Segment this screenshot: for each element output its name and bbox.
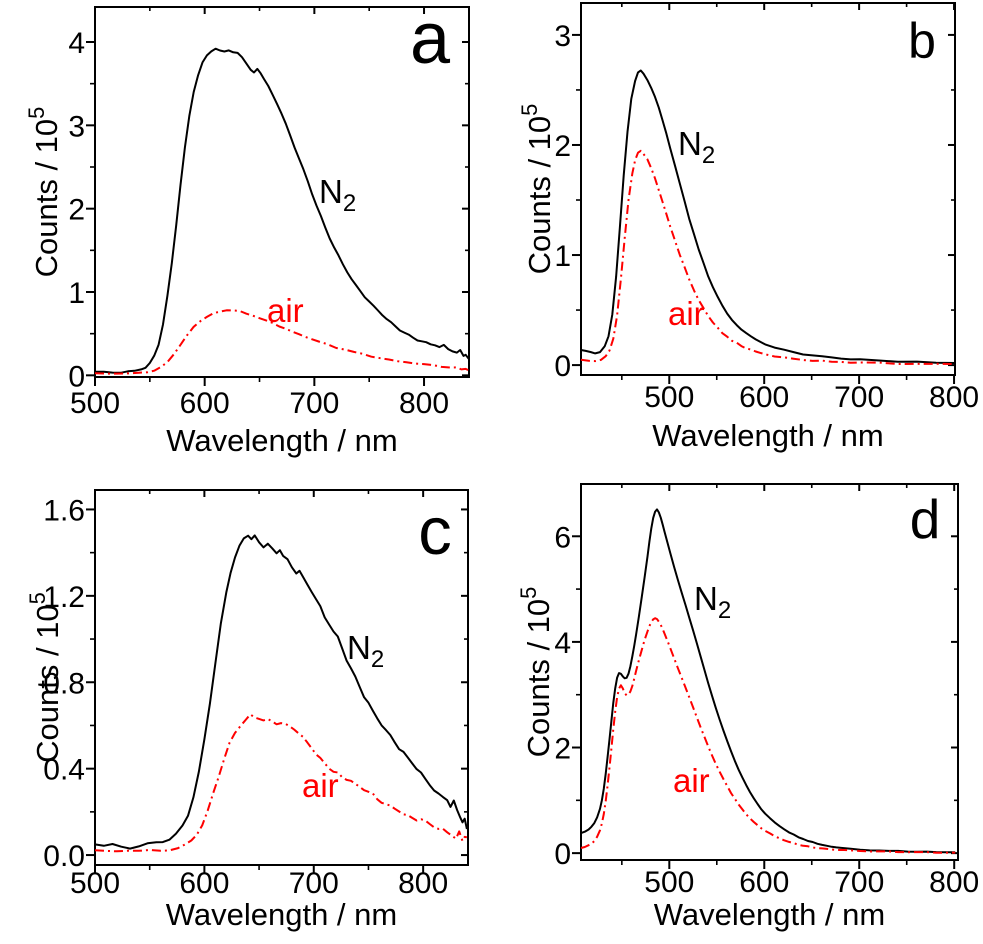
x-tick-label: 500 xyxy=(644,866,694,899)
annotation-n2: N2 xyxy=(678,125,715,169)
x-tick-label: 600 xyxy=(180,387,230,420)
annotation-n2: N2 xyxy=(694,580,731,624)
x-tick-label: 500 xyxy=(70,867,120,900)
y-tick-label: 1.2 xyxy=(43,581,85,614)
x-axis-title: Wavelength / nm xyxy=(654,897,885,932)
y-tick-label: 4 xyxy=(554,627,571,660)
panel-b: 500 600 700 800 0 1 2 3 Wavelength / nm Counts / … xyxy=(491,0,983,472)
series-air-curve xyxy=(94,713,468,853)
x-tick-label: 700 xyxy=(289,387,339,420)
y-tick-label: 6 xyxy=(554,521,571,554)
y-axis-title: Counts / 105 xyxy=(24,107,64,278)
y-tick-label: 0 xyxy=(68,360,85,393)
panel-letter-d: d xyxy=(910,488,941,550)
y-tick-label: 2 xyxy=(68,194,85,227)
series-air-curve xyxy=(580,617,956,854)
panel-d: 500 600 700 800 0 2 4 6 Wavelength / nm Counts / … xyxy=(491,472,983,944)
plot-frame xyxy=(94,489,469,866)
annotation-n2: N2 xyxy=(347,629,384,673)
y-tick-label: 0.8 xyxy=(43,667,85,700)
y-tick-label: 1.6 xyxy=(43,494,85,527)
plot-frame xyxy=(580,2,956,376)
annotation-air: air xyxy=(668,295,705,332)
series-n2-curve xyxy=(580,508,956,854)
y-tick-label: 2 xyxy=(554,130,571,163)
series-air-curve xyxy=(580,149,956,366)
y-axis-title: Counts / 105 xyxy=(517,104,557,275)
plot-frame xyxy=(580,483,959,861)
y-tick-label: 4 xyxy=(68,27,85,60)
y-tick-label: 1 xyxy=(554,240,571,273)
panel-c: 500 600 700 800 0.0 0.4 0.8 1.2 1.6 Wavelength / … xyxy=(0,472,491,944)
y-tick-label: 3 xyxy=(68,110,85,143)
panel-b-chart: 500 600 700 800 0 1 2 3 Wavelength / nm Counts / … xyxy=(517,2,979,453)
panel-letter-c: c xyxy=(418,494,452,569)
annotation-air: air xyxy=(267,292,304,329)
x-tick-label: 600 xyxy=(739,381,789,414)
panel-a-chart: 500 600 700 800 0 1 2 3 4 Wavelength / nm Counts /… xyxy=(24,0,470,458)
y-tick-label: 0 xyxy=(554,838,571,871)
x-tick-label: 500 xyxy=(70,387,120,420)
x-tick-label: 800 xyxy=(929,381,979,414)
x-tick-label: 700 xyxy=(834,381,884,414)
y-axis-title: Counts / 105 xyxy=(516,587,556,758)
series-n2-curve xyxy=(95,47,470,374)
x-tick-label: 600 xyxy=(739,866,789,899)
series-n2-curve xyxy=(580,69,956,364)
x-tick-label: 700 xyxy=(834,866,884,899)
plot-frame xyxy=(94,6,470,378)
annotation-n2: N2 xyxy=(319,173,356,217)
series-air-curve xyxy=(94,309,470,375)
annotation-air: air xyxy=(302,767,339,804)
y-tick-label: 0.4 xyxy=(43,754,85,787)
y-tick-label: 1 xyxy=(68,277,85,310)
x-tick-label: 800 xyxy=(929,866,979,899)
y-axis-title: Counts / 105 xyxy=(25,592,65,763)
x-tick-label: 500 xyxy=(644,381,694,414)
x-axis-title: Wavelength / nm xyxy=(166,423,397,458)
x-tick-label: 800 xyxy=(398,867,448,900)
panel-c-chart: 500 600 700 800 0.0 0.4 0.8 1.2 1.6 Wavelength / … xyxy=(25,489,469,932)
panel-d-chart: 500 600 700 800 0 2 4 6 Wavelength / nm Counts / … xyxy=(516,483,979,932)
panel-letter-b: b xyxy=(908,13,936,69)
panel-a: 500 600 700 800 0 1 2 3 4 Wavelength / nm Counts /… xyxy=(0,0,491,472)
y-tick-label: 2 xyxy=(554,733,571,766)
y-tick-label: 3 xyxy=(554,20,571,53)
panel-letter-a: a xyxy=(410,0,451,79)
x-tick-label: 700 xyxy=(289,867,339,900)
x-axis-title: Wavelength / nm xyxy=(166,897,397,932)
series-n2-curve xyxy=(94,534,468,850)
x-tick-label: 800 xyxy=(399,387,449,420)
x-axis-title: Wavelength / nm xyxy=(652,418,883,453)
annotation-air: air xyxy=(673,762,710,799)
y-tick-label: 0 xyxy=(554,350,571,383)
x-tick-label: 600 xyxy=(179,867,229,900)
y-tick-label: 0.0 xyxy=(43,840,85,873)
